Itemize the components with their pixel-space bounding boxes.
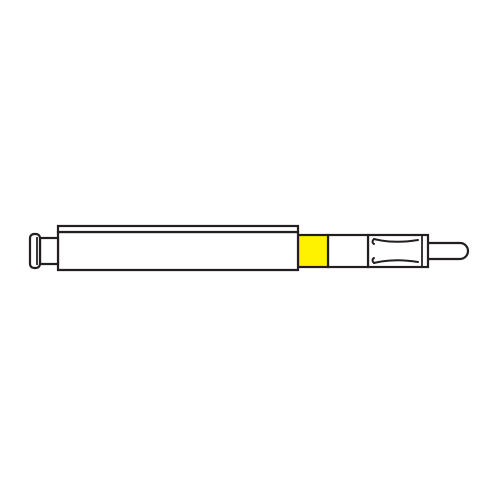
collar	[328, 235, 368, 267]
neck	[40, 238, 58, 264]
size-color-band	[298, 235, 328, 267]
tip	[428, 243, 468, 259]
tool-diagram	[0, 0, 500, 500]
main-shaft	[58, 232, 298, 270]
end-cap	[30, 234, 40, 268]
